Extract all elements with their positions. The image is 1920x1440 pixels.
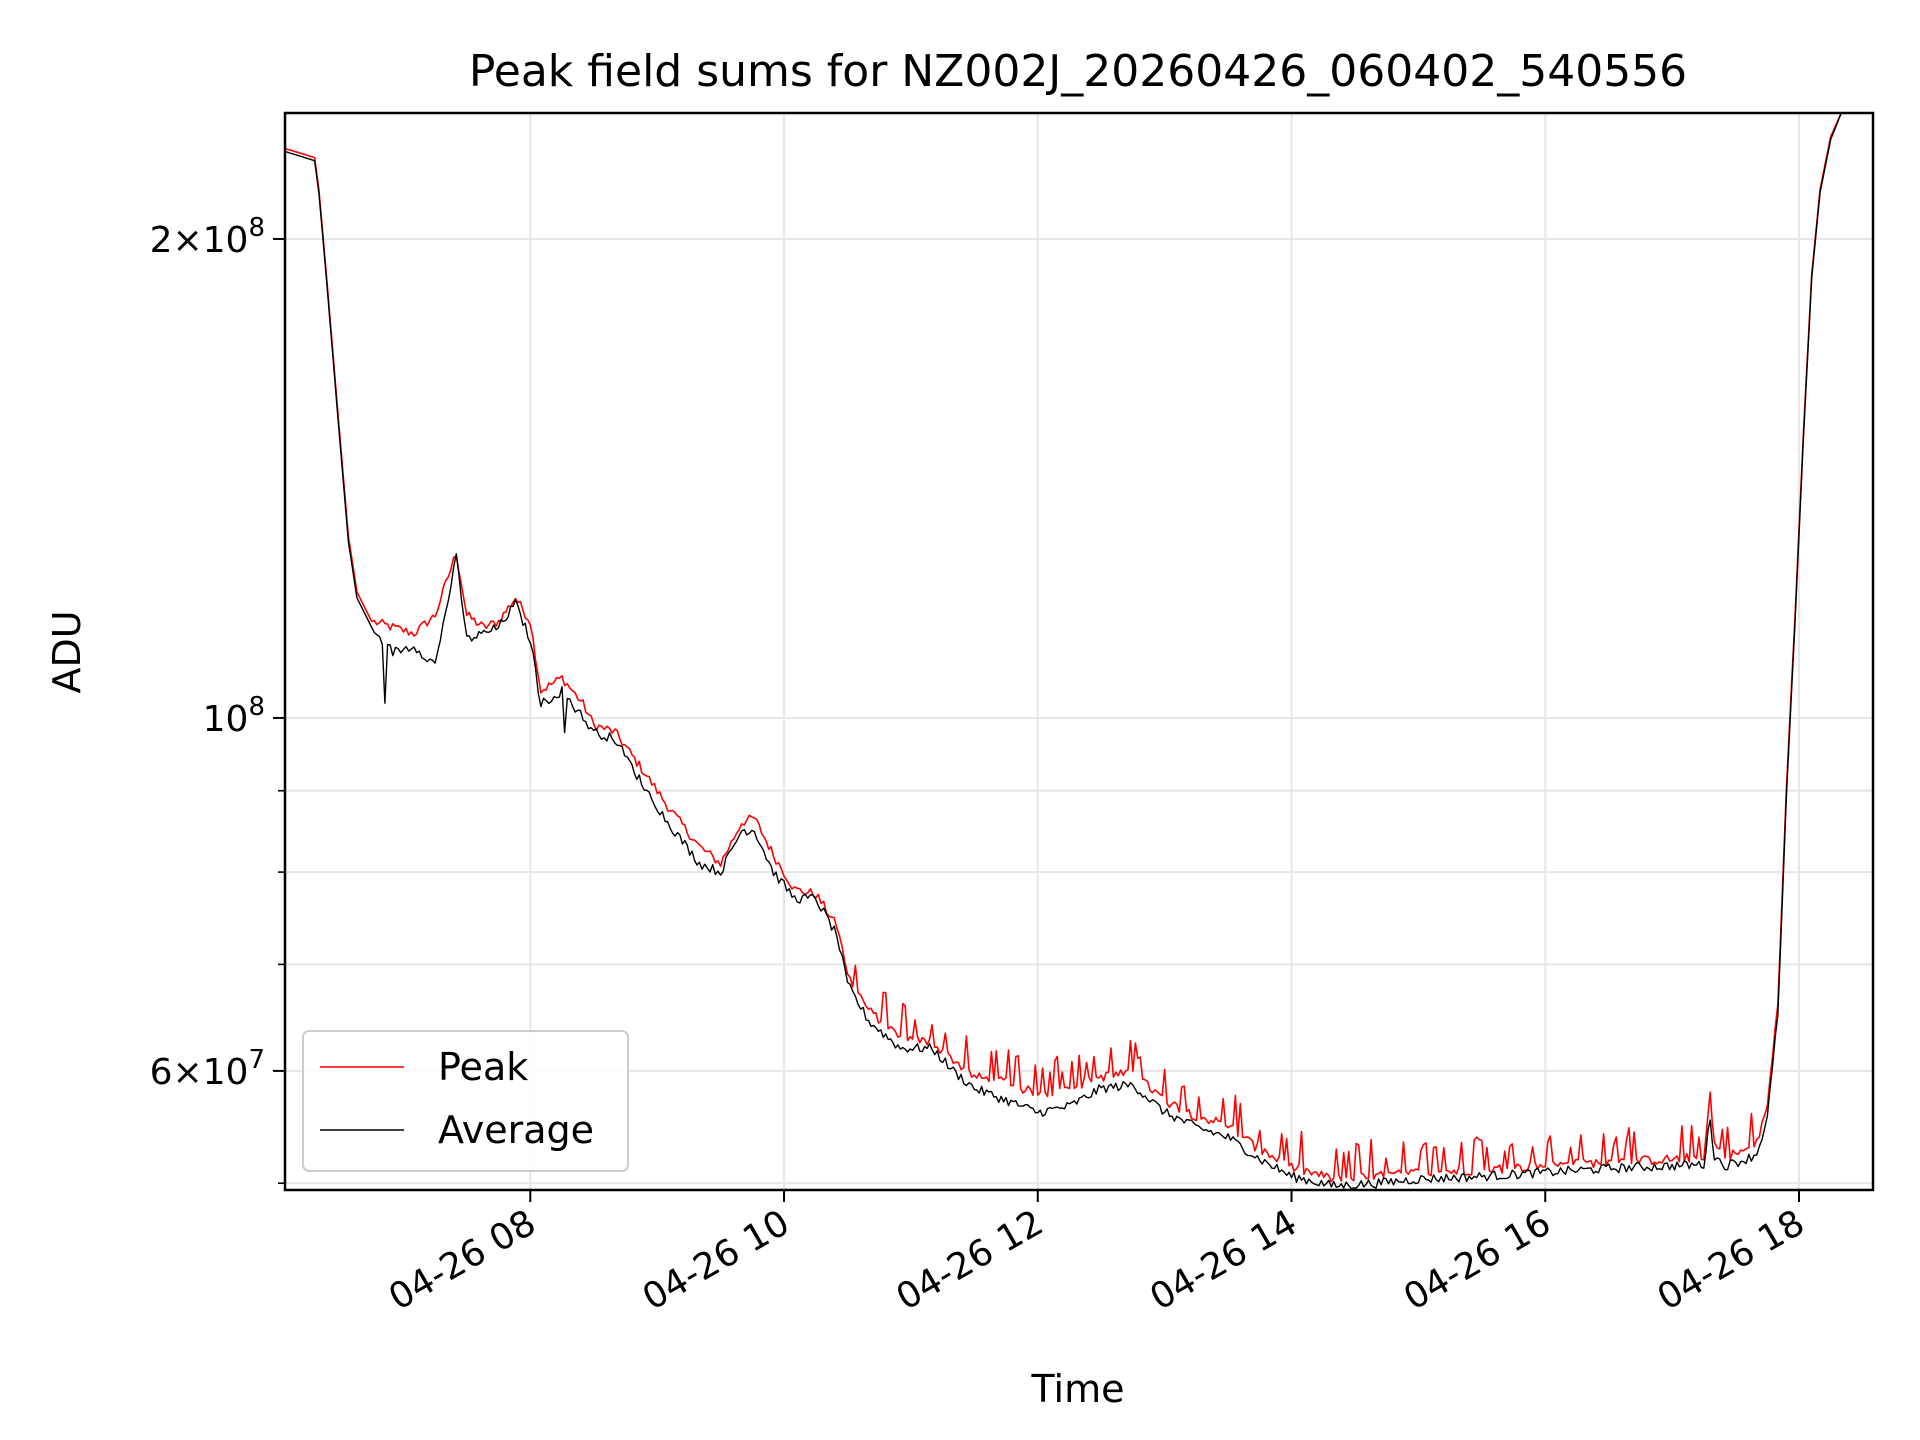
plot-lines	[284, 112, 1850, 1190]
series-line-average	[284, 112, 1850, 1190]
legend-average-label: Average	[438, 1108, 594, 1152]
legend: Peak Average	[302, 1030, 629, 1172]
x-axis-label: Time	[1031, 1367, 1125, 1411]
y-axis-label: ADU	[45, 610, 89, 693]
grid	[285, 113, 1873, 1190]
series-line-peak	[284, 112, 1850, 1183]
legend-peak-label: Peak	[438, 1045, 528, 1089]
chart-title: Peak field sums for NZ002J_20260426_0604…	[469, 46, 1687, 97]
y-tick-label: 6×107	[150, 1045, 265, 1093]
y-tick-label: 2×108	[150, 213, 265, 261]
plot-frame	[283, 111, 1875, 1192]
legend-box	[302, 1030, 629, 1172]
y-tick-label: 108	[203, 692, 265, 740]
